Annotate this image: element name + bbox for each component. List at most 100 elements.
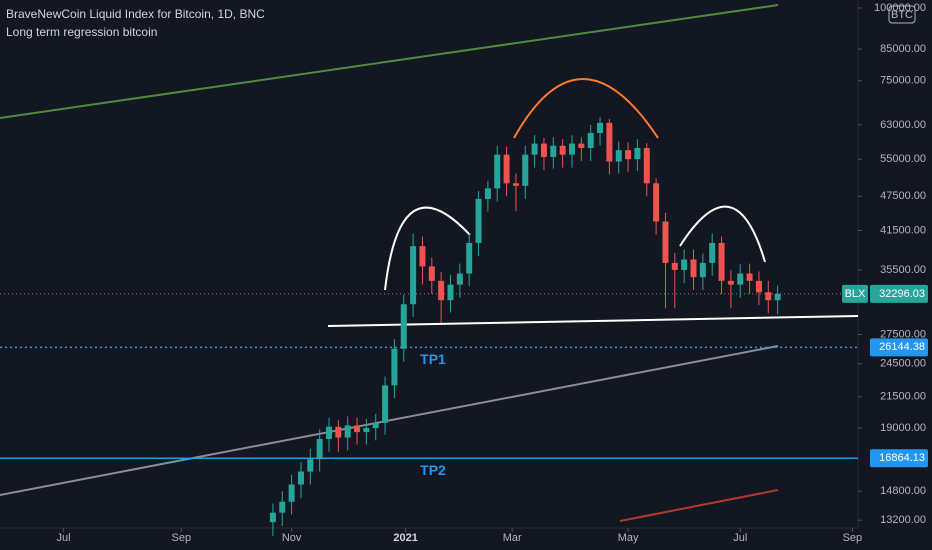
candle-body — [363, 428, 370, 433]
candle-body — [643, 147, 650, 184]
left-shoulder — [384, 206, 471, 291]
candle-body — [765, 292, 772, 301]
symbol-tag — [842, 284, 868, 303]
regression-upper — [0, 4, 779, 119]
candle-body — [269, 512, 276, 523]
x-tick-label: Nov — [282, 532, 302, 544]
candle-body — [737, 273, 744, 285]
candle-body — [316, 438, 323, 460]
y-tick-label: 41500.00 — [880, 224, 926, 236]
last-tag — [870, 284, 928, 303]
candle-body — [699, 262, 706, 278]
candle-body — [597, 122, 604, 134]
neckline — [327, 315, 859, 327]
level-value: 16864.13 — [879, 452, 925, 464]
candle-body — [653, 183, 660, 222]
x-tick-label: 2021 — [393, 532, 417, 544]
y-tick-label: 13200.00 — [880, 514, 926, 526]
x-tick-label: May — [618, 532, 639, 544]
y-tick-label: 55000.00 — [880, 153, 926, 165]
candle-body — [428, 266, 435, 281]
axes: 100000.00 85000.00 75000.00 63000.00 55000.0… — [57, 2, 926, 544]
candle-body — [681, 259, 688, 270]
candle-body — [382, 385, 389, 423]
candle-body — [466, 242, 473, 274]
regression-mid — [0, 345, 779, 496]
chart-title: BraveNewCoin Liquid Index for Bitcoin, 1… — [6, 7, 265, 21]
y-tick-label: 21500.00 — [880, 391, 926, 403]
head — [513, 78, 659, 139]
symbol: BLX — [845, 288, 866, 300]
candle-body — [625, 150, 632, 160]
y-tick-label: 75000.00 — [880, 75, 926, 87]
candle-body — [662, 221, 669, 263]
candle-body — [569, 143, 575, 155]
candle-body — [522, 154, 529, 186]
level-value: 26144.38 — [879, 341, 925, 353]
y-tick-label: 47500.00 — [880, 190, 926, 202]
y-tick-label: 85000.00 — [880, 43, 926, 55]
candle-body — [447, 284, 454, 301]
level-tag — [870, 338, 928, 357]
candle-body — [746, 273, 753, 281]
y-tick-label: 24500.00 — [880, 358, 926, 370]
candle-body — [578, 143, 585, 148]
currency[interactable]: BTC — [891, 9, 913, 21]
currency-box[interactable] — [888, 5, 916, 24]
candle-body — [727, 280, 734, 285]
candle-body — [494, 154, 501, 189]
y-tick-label: 35500.00 — [880, 264, 926, 276]
level-name: TP2 — [420, 462, 446, 478]
levels: 26144.38 TP1 16864.13 TP2 32296.03 BLX — [0, 284, 928, 478]
regression-lower — [619, 489, 779, 522]
x-tick-label: Sep — [843, 532, 863, 544]
candle-body — [634, 147, 641, 160]
level-tag — [870, 449, 928, 468]
candle-body — [531, 143, 538, 155]
candle-body — [419, 246, 426, 267]
candle-body — [354, 425, 361, 433]
x-tick-label: Jul — [733, 532, 747, 544]
candle-body — [512, 183, 519, 186]
candle-body — [410, 246, 417, 305]
candle-body — [344, 425, 351, 438]
candle-body — [615, 150, 622, 162]
last-value: 32296.03 — [879, 288, 925, 300]
candle-body — [456, 273, 463, 285]
candle-body — [709, 242, 716, 263]
candle-body — [288, 484, 295, 502]
candle-body — [540, 143, 547, 157]
y-tick-label: 63000.00 — [880, 119, 926, 131]
y-tick-label: 27500.00 — [880, 328, 926, 340]
y-tick-label: 100000.00 — [874, 2, 926, 14]
candle-body — [774, 293, 781, 301]
candle-body — [372, 422, 379, 429]
x-tick-label: Mar — [503, 532, 522, 544]
candle-body — [587, 133, 594, 148]
candle-body — [279, 501, 286, 513]
candle-body — [671, 262, 678, 270]
candle-body — [550, 145, 557, 157]
candle-body — [475, 198, 482, 243]
y-tick-label: 14800.00 — [880, 485, 926, 497]
y-tick-label: 19000.00 — [880, 422, 926, 434]
candle-body — [690, 259, 697, 278]
candle-body — [297, 471, 304, 485]
level-name: TP1 — [420, 351, 446, 367]
candle-body — [335, 426, 342, 438]
right-shoulder — [679, 205, 766, 263]
candle-body — [559, 145, 566, 155]
candle-body — [503, 154, 510, 184]
candles — [269, 116, 781, 537]
candle-body — [400, 304, 407, 349]
chart-subtitle: Long term regression bitcoin — [6, 25, 157, 39]
candle-body — [391, 348, 398, 386]
candle-body — [606, 122, 613, 162]
candle-body — [755, 280, 762, 293]
candle-body — [307, 459, 314, 472]
x-tick-label: Jul — [57, 532, 71, 544]
candle-body — [438, 280, 445, 301]
candle-body — [718, 242, 725, 281]
candle-body — [484, 188, 491, 199]
